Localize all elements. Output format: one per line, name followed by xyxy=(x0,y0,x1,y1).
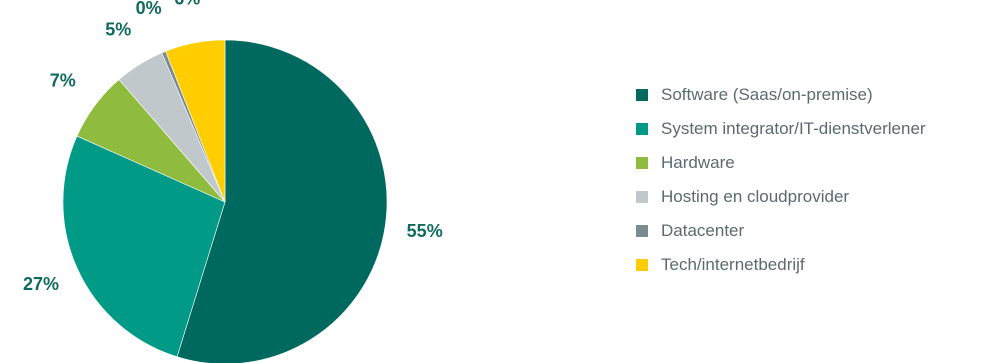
data-label-software-saas-on-premise: 55% xyxy=(407,221,443,241)
chart-legend: Software (Saas/on-premise) System integra… xyxy=(636,78,926,282)
legend-swatch xyxy=(636,123,648,135)
data-label-datacenter: 0% xyxy=(136,0,162,18)
data-label-tech-internetbedrijf: 6% xyxy=(174,0,200,8)
legend-swatch xyxy=(636,157,648,169)
legend-label: System integrator/IT-dienstverlener xyxy=(661,119,926,138)
legend-label: Software (Saas/on-premise) xyxy=(661,85,873,104)
data-label-system-integrator-it-dienstverlener: 27% xyxy=(23,274,59,294)
data-label-hosting-en-cloudprovider: 5% xyxy=(105,19,131,39)
legend-label: Datacenter xyxy=(661,221,745,240)
legend-item-hardware: Hardware xyxy=(636,146,926,180)
pie-slice-system-integrator-it-dienstverlener xyxy=(62,135,226,358)
legend-swatch xyxy=(636,259,648,271)
data-label-hardware: 7% xyxy=(50,70,76,90)
legend-swatch xyxy=(636,89,648,101)
pie-slice-software-saas-on-premise xyxy=(176,39,388,363)
legend-item-datacenter: Datacenter xyxy=(636,214,926,248)
legend-label: Tech/internetbedrijf xyxy=(661,255,805,274)
legend-label: Hosting en cloudprovider xyxy=(661,187,850,206)
legend-swatch xyxy=(636,225,648,237)
legend-label: Hardware xyxy=(661,153,735,172)
legend-item-software-saas-on-premise: Software (Saas/on-premise) xyxy=(636,78,926,112)
legend-swatch xyxy=(636,191,648,203)
legend-item-hosting-en-cloudprovider: Hosting en cloudprovider xyxy=(636,180,926,214)
pie-slice-tech-internetbedrijf xyxy=(165,39,226,203)
pie-chart: 55% 27% 7% 5% 0% 6% xyxy=(23,0,443,363)
legend-item-tech-internetbedrijf: Tech/internetbedrijf xyxy=(636,248,926,282)
legend-item-system-integrator-it-dienstverlener: System integrator/IT-dienstverlener xyxy=(636,112,926,146)
